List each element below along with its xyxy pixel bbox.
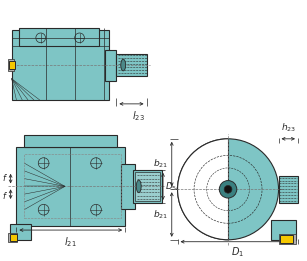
Bar (133, 170, 162, 203)
Text: $h_{23}$: $h_{23}$ (281, 121, 296, 134)
Bar (10, 224, 31, 240)
Bar (278, 176, 298, 203)
Circle shape (219, 181, 237, 198)
Bar (19, 28, 99, 46)
Text: $b_{21}$: $b_{21}$ (153, 158, 168, 170)
Text: $l_{21}$: $l_{21}$ (64, 235, 77, 249)
Ellipse shape (136, 180, 141, 193)
Bar (10, 234, 17, 241)
Bar (8, 233, 17, 242)
Bar (121, 164, 135, 209)
Bar (24, 135, 117, 147)
Circle shape (177, 139, 278, 240)
Text: $l_{23}$: $l_{23}$ (132, 109, 145, 122)
Text: $f$: $f$ (2, 172, 8, 183)
Bar (116, 54, 147, 76)
Bar (24, 154, 121, 218)
Bar (278, 234, 296, 244)
Bar (9, 61, 15, 69)
Text: $f$: $f$ (2, 189, 8, 201)
Bar (17, 147, 125, 226)
Bar (271, 220, 296, 240)
Bar (281, 235, 293, 243)
Bar (12, 30, 109, 100)
Text: $D_{5m}$: $D_{5m}$ (165, 180, 183, 193)
Wedge shape (177, 139, 228, 240)
Bar (135, 172, 160, 201)
Circle shape (224, 185, 232, 193)
Bar (105, 50, 116, 81)
Text: $b_{21}$: $b_{21}$ (153, 208, 168, 221)
Ellipse shape (121, 59, 126, 71)
Text: $D_1$: $D_1$ (231, 246, 244, 259)
Bar (8, 59, 14, 71)
